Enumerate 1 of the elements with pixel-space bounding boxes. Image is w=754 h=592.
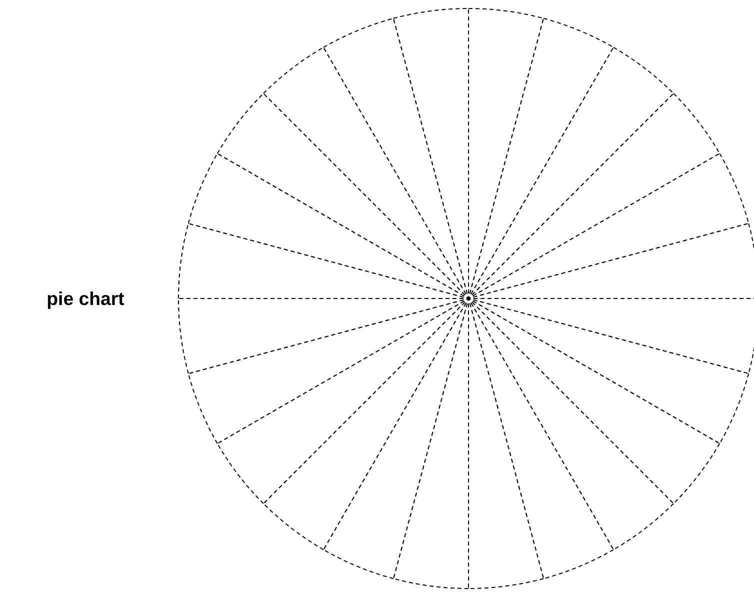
text: pie chart [46, 288, 124, 309]
